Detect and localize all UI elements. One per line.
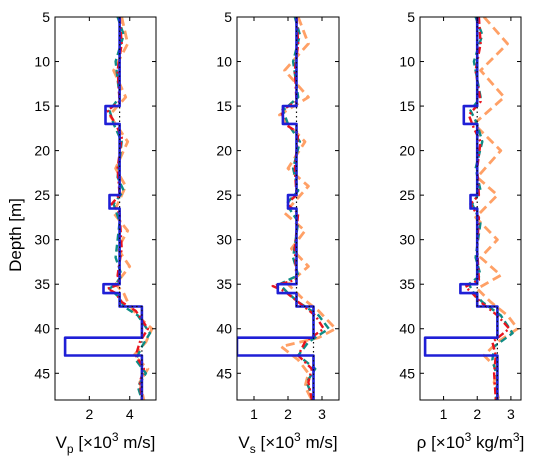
x-tick-label: 1	[250, 406, 258, 422]
series-line-estimate-2	[271, 17, 325, 400]
series-group	[63, 17, 154, 400]
y-tick-label: 45	[399, 365, 415, 381]
x-tick-label: 3	[318, 406, 326, 422]
series-group	[423, 17, 519, 400]
y-tick-label: 10	[216, 54, 232, 70]
x-axis-label: ρ [×103 kg/m3]	[417, 430, 525, 452]
y-tick-label: 5	[42, 9, 50, 25]
y-tick-label: 10	[399, 54, 415, 70]
y-tick-label: 30	[216, 232, 232, 248]
series-group	[237, 17, 338, 400]
y-tick-label: 30	[34, 232, 50, 248]
x-tick-label: 3	[507, 406, 515, 422]
series-line-estimate-4	[108, 17, 154, 400]
y-tick-label: 5	[224, 9, 232, 25]
series-line-estimate-3	[278, 17, 330, 400]
panel-vs: 5 10 15 20 25 30 35 40 45 1 2 3 Vs [×103 m/s]	[216, 9, 340, 456]
y-tick-label: 40	[216, 321, 232, 337]
y-tick-label: 15	[399, 98, 415, 114]
y-tick-label: 45	[34, 365, 50, 381]
series-line-true-0	[237, 17, 315, 400]
x-axis-label: Vs [×103 m/s]	[238, 430, 337, 456]
y-tick-label: 25	[399, 187, 415, 203]
x-tick-label: 1	[440, 406, 448, 422]
y-tick-label: 20	[399, 143, 415, 159]
y-tick-label: 25	[34, 187, 50, 203]
y-tick-label: 40	[34, 321, 50, 337]
y-tick-label: 40	[399, 321, 415, 337]
x-tick-label: 2	[85, 406, 93, 422]
y-tick-label: 10	[34, 54, 50, 70]
series-line-initial-1	[295, 17, 315, 400]
y-tick-label: 20	[216, 143, 232, 159]
y-tick-label: 15	[216, 98, 232, 114]
y-tick-label: 5	[407, 9, 415, 25]
y-axis-label: Depth [m]	[6, 198, 25, 272]
x-tick-label: 2	[284, 406, 292, 422]
panel-vp: 5 10 15 20 25 30 35 40 45 2 4 Vp [×103 m/s]	[34, 9, 157, 456]
series-line-estimate-4	[472, 17, 519, 400]
series-line-initial-1	[118, 17, 143, 400]
axes-frame	[54, 16, 157, 401]
y-tick-label: 20	[34, 143, 50, 159]
series-line-true-0	[63, 17, 144, 400]
y-tick-label: 25	[216, 187, 232, 203]
y-tick-label: 35	[399, 276, 415, 292]
x-axis-label: Vp [×103 m/s]	[56, 430, 156, 456]
y-tick-label: 15	[34, 98, 50, 114]
x-tick-label: 4	[126, 406, 134, 422]
y-tick-label: 30	[399, 232, 415, 248]
series-line-true-0	[423, 17, 499, 400]
series-line-initial-1	[476, 17, 498, 400]
x-tick-label: 2	[473, 406, 481, 422]
y-tick-label: 35	[34, 276, 50, 292]
axes-frame	[419, 16, 522, 401]
y-tick-label: 45	[216, 365, 232, 381]
panel-rho: 5 10 15 20 25 30 35 40 45 1 2 3 ρ [×103 kg/m3]	[399, 9, 524, 452]
y-tick-label: 35	[216, 276, 232, 292]
